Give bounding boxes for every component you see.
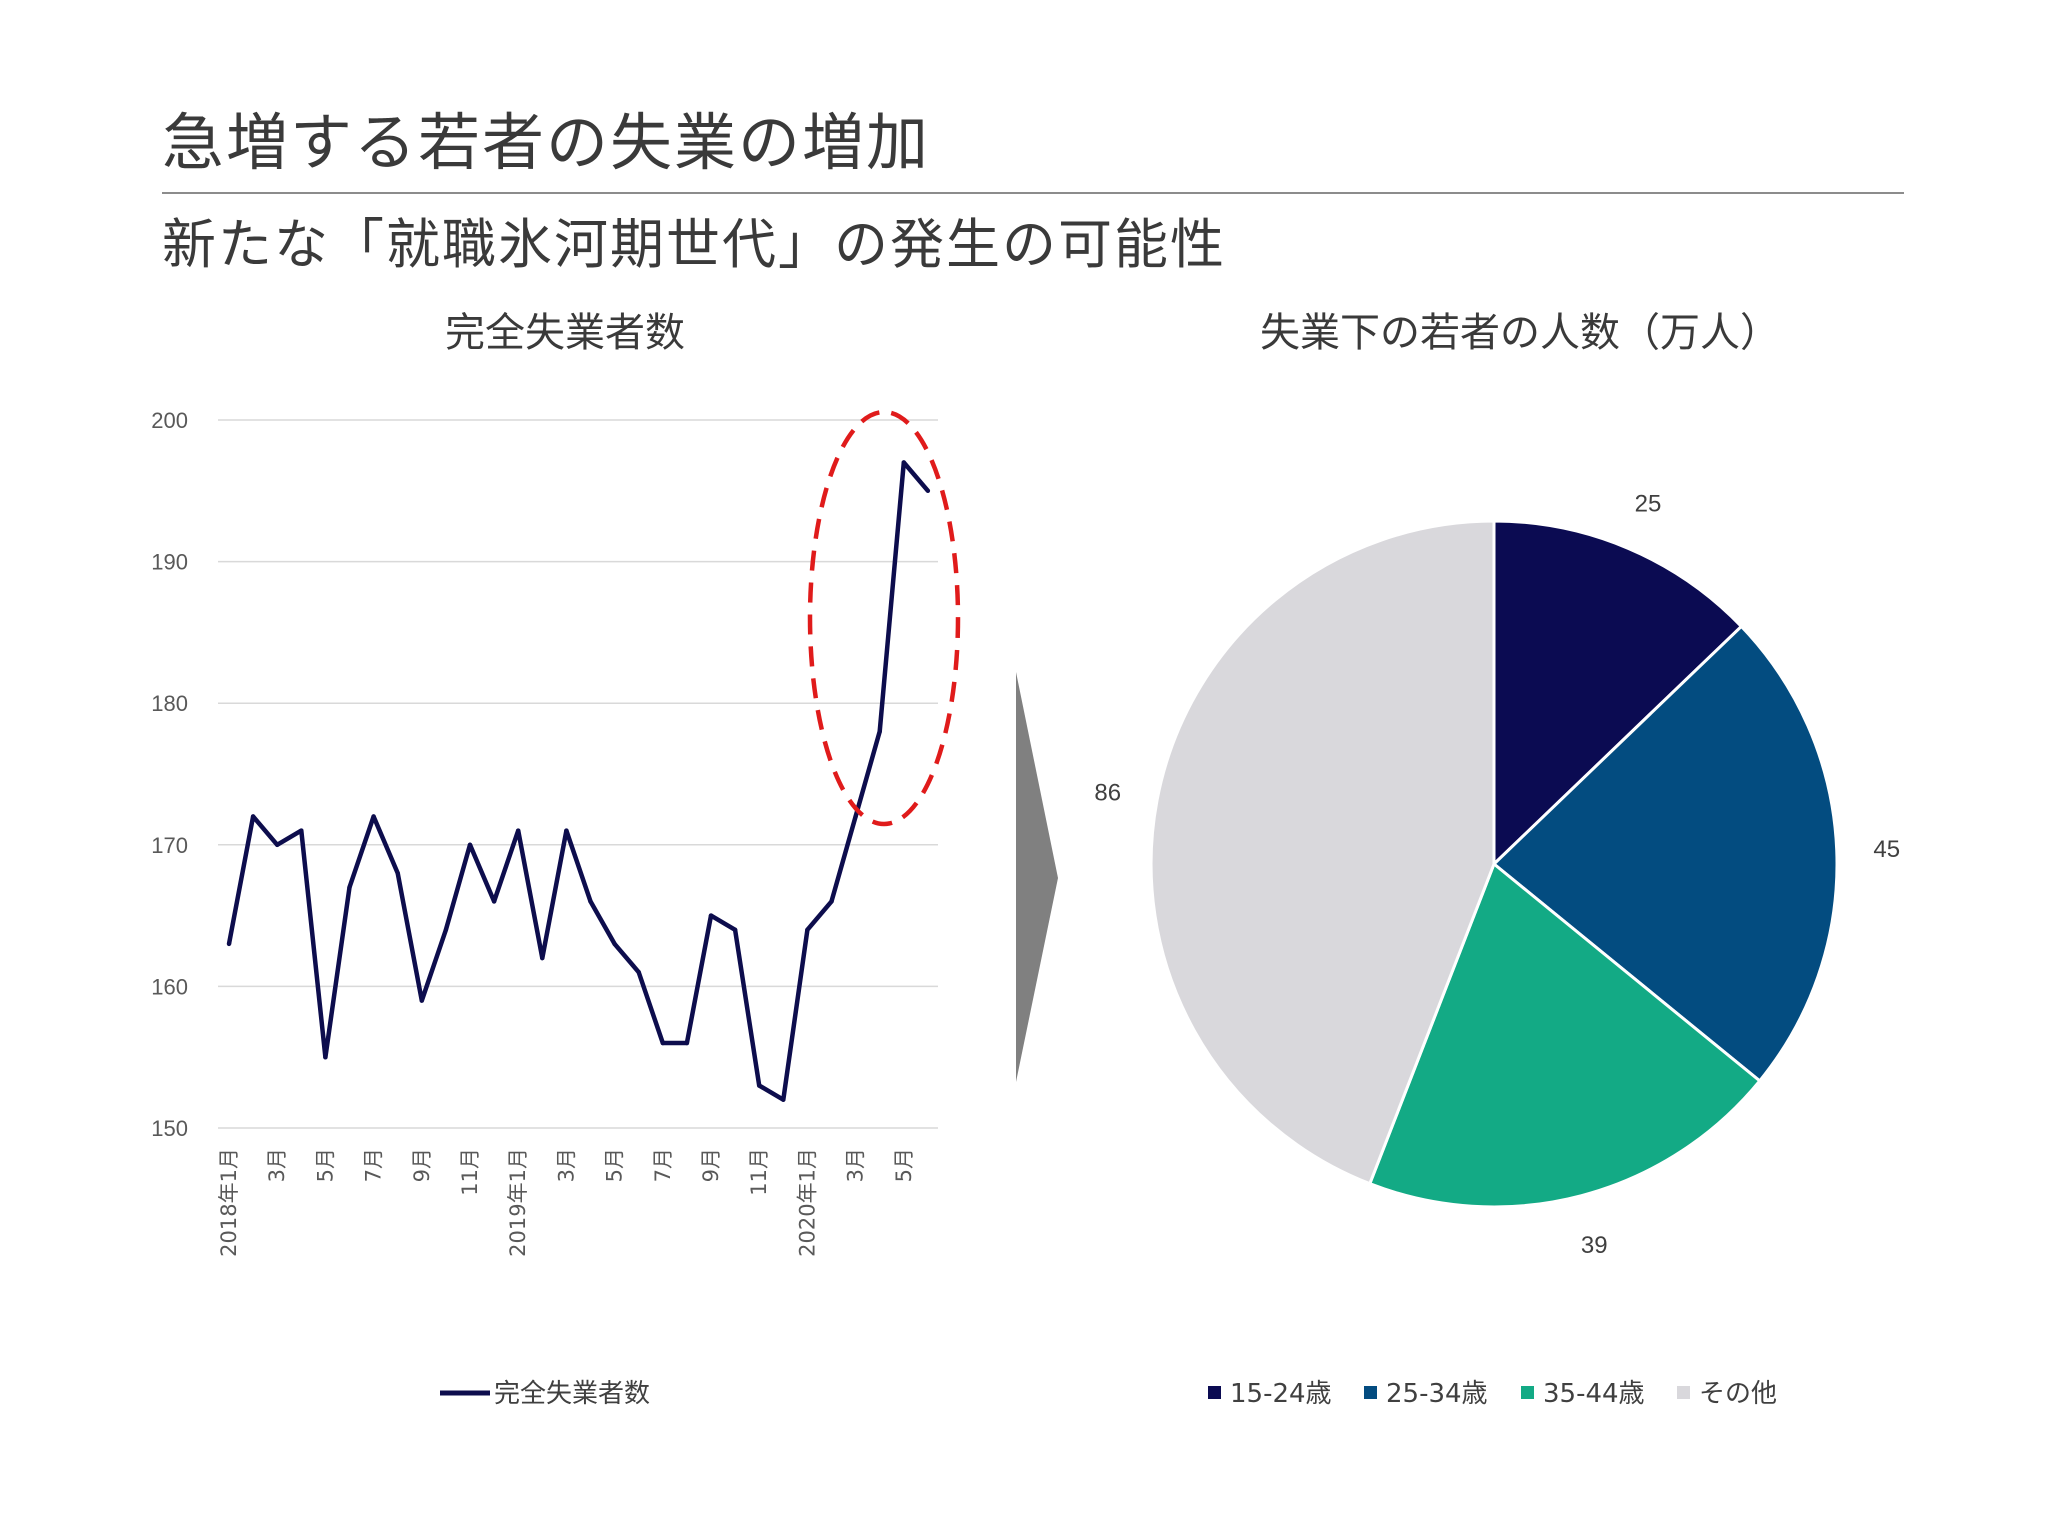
data-point: [275, 842, 280, 847]
x-tick-label: 7月: [362, 1148, 386, 1182]
data-point: [516, 828, 521, 833]
x-tick-label: 2020年1月: [795, 1148, 819, 1257]
pie-data-label: 25: [1635, 490, 1662, 517]
pie-slice-その他: [1149, 519, 1496, 1186]
x-tick-label: 5月: [603, 1148, 627, 1182]
data-point: [612, 941, 617, 947]
data-point: [491, 899, 497, 904]
x-tick-label: 7月: [651, 1148, 675, 1182]
y-tick-label: 180: [151, 691, 188, 716]
data-point: [395, 870, 400, 876]
legend-label-その他: その他: [1699, 1379, 1777, 1409]
x-tick-label: 3月: [844, 1148, 868, 1182]
data-point: [757, 1083, 762, 1088]
data-point: [419, 998, 424, 1003]
x-tick-label: 9月: [410, 1148, 434, 1182]
x-tick-label: 2019年1月: [506, 1148, 530, 1257]
legend-swatch-その他: [1677, 1386, 1690, 1399]
slide-title: 急増する若者の失業の増加: [162, 106, 931, 179]
data-point: [250, 814, 256, 819]
x-tick-label: 11月: [458, 1148, 482, 1196]
pie-slice-15-24歳: [1492, 519, 1744, 868]
data-point: [467, 842, 473, 847]
y-tick-label: 190: [151, 550, 188, 575]
data-point: [299, 828, 304, 833]
legend-swatch-15-24歳: [1208, 1386, 1221, 1399]
data-point: [829, 899, 834, 904]
data-point: [588, 899, 593, 904]
x-tick-label: 5月: [892, 1148, 916, 1182]
legend-swatch-25-34歳: [1364, 1386, 1377, 1399]
data-point: [877, 729, 882, 734]
y-tick-label: 170: [151, 833, 188, 858]
pie-data-label: 39: [1581, 1232, 1608, 1259]
data-point: [805, 927, 810, 932]
x-tick-label: 3月: [554, 1148, 578, 1182]
pie-chart-title: 失業下の若者の人数（万人）: [1260, 310, 1780, 356]
pie-slice-25-34歳: [1491, 624, 1839, 1084]
data-point: [684, 1040, 690, 1046]
legend-label-15-24歳: 15-24歳: [1230, 1379, 1332, 1409]
legend-label-完全失業者数: 完全失業者数: [494, 1379, 650, 1409]
data-point: [781, 1097, 786, 1102]
data-point: [636, 970, 641, 975]
spike-highlight-ellipse: [807, 409, 961, 827]
legend-label-25-34歳: 25-34歳: [1386, 1379, 1488, 1409]
data-point: [323, 1055, 328, 1060]
y-tick-label: 150: [151, 1116, 188, 1141]
legend-swatch-35-44歳: [1521, 1386, 1534, 1399]
data-point: [853, 814, 858, 819]
data-point: [347, 885, 352, 890]
data-point: [443, 927, 449, 932]
x-tick-label: 2018年1月: [217, 1148, 241, 1257]
x-tick-label: 5月: [313, 1148, 337, 1182]
data-point: [925, 488, 931, 493]
data-point: [540, 955, 545, 961]
y-tick-label: 160: [151, 974, 188, 999]
title-divider: [162, 192, 1904, 194]
pie-data-label: 45: [1873, 836, 1900, 863]
data-point: [732, 927, 738, 932]
line-chart-title: 完全失業者数: [445, 310, 685, 356]
series-line-完全失業者数: [226, 460, 930, 1102]
pie-slice-35-44歳: [1367, 861, 1762, 1209]
data-point: [708, 913, 714, 918]
legend-label-35-44歳: 35-44歳: [1543, 1379, 1645, 1409]
x-tick-label: 9月: [699, 1148, 723, 1182]
y-tick-label: 200: [151, 408, 188, 433]
data-point: [660, 1040, 665, 1046]
data-point: [901, 460, 906, 465]
x-tick-label: 3月: [265, 1148, 289, 1182]
pie-data-label: 86: [1094, 780, 1121, 807]
data-point: [226, 941, 232, 947]
data-point: [371, 814, 376, 819]
data-point: [564, 828, 569, 833]
x-tick-label: 11月: [747, 1148, 771, 1196]
transition-arrow-icon: [1016, 672, 1058, 1082]
slide-subtitle: 新たな「就職氷河期世代」の発生の可能性: [162, 213, 1226, 276]
